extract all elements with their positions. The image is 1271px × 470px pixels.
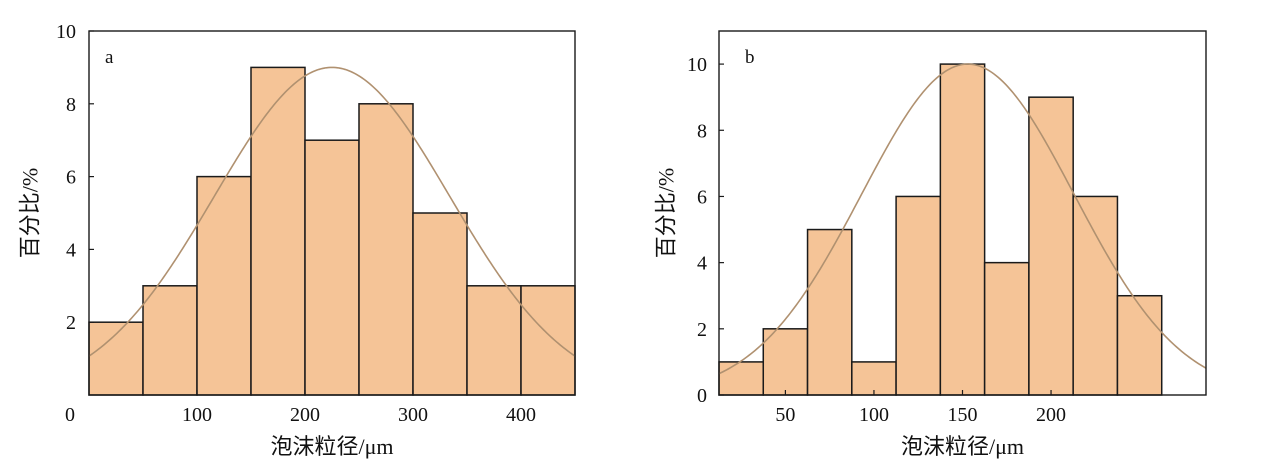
histogram-bar [1116, 294, 1163, 396]
x-tick-label: 200 [1036, 404, 1066, 426]
origin-label: 0 [65, 404, 75, 426]
panel-letter: a [105, 47, 114, 68]
histogram-bars [88, 66, 576, 396]
panel-b: 0 2 4 6 8 10 50 100 150 200 b 泡沫粒径/μm 百分比/% [654, 30, 1207, 459]
histogram-bar [358, 103, 414, 396]
y-tick-label: 6 [66, 167, 76, 189]
y-tick-label: 4 [697, 253, 707, 275]
y-tick-label: 8 [66, 94, 76, 116]
histogram-bar [762, 328, 809, 396]
panel-a: 2 4 6 8 10 100 200 300 400 0 a 泡沫粒径/μm 百分比/% [18, 21, 576, 459]
x-tick-label: 200 [290, 404, 320, 426]
histogram-bars [718, 63, 1163, 396]
normal-fit-curve [719, 63, 1206, 375]
histogram-bar [806, 228, 853, 396]
histogram-bar [250, 66, 306, 396]
histogram-bar [983, 261, 1030, 396]
y-tick-label: 8 [697, 120, 707, 142]
y-tick-label: 2 [66, 312, 76, 334]
y-tick-label: 4 [66, 239, 76, 261]
histogram-bar [196, 175, 252, 396]
histogram-bar [1072, 195, 1119, 396]
y-tick-label: 0 [697, 385, 707, 407]
y-axis-title: 百分比/% [654, 168, 679, 258]
x-axis-title: 泡沫粒径/μm [901, 434, 1024, 459]
x-tick-label: 50 [775, 404, 795, 426]
y-tick-label: 10 [56, 21, 76, 43]
y-tick-label: 6 [697, 186, 707, 208]
histogram-bar [939, 63, 986, 396]
histogram-bar [895, 195, 942, 396]
x-tick-label: 400 [506, 404, 536, 426]
histogram-bar [520, 285, 576, 396]
histogram-bar [1028, 96, 1074, 396]
x-axis-title: 泡沫粒径/μm [270, 434, 393, 459]
y-tick-label: 10 [687, 54, 707, 76]
histogram-bar [718, 361, 765, 396]
x-tick-label: 100 [182, 404, 212, 426]
plot-frame [88, 30, 576, 396]
histogram-bar [466, 285, 522, 396]
y-tick-label: 2 [697, 319, 707, 341]
panel-letter: b [745, 47, 755, 68]
x-tick-label: 300 [398, 404, 428, 426]
histogram-bar [304, 139, 360, 396]
normal-fit-curve [89, 66, 575, 357]
x-tick-label: 100 [859, 404, 889, 426]
histogram-bar [412, 212, 468, 396]
histogram-bar [142, 285, 198, 396]
y-axis-title: 百分比/% [18, 168, 43, 258]
x-tick-label: 150 [948, 404, 978, 426]
